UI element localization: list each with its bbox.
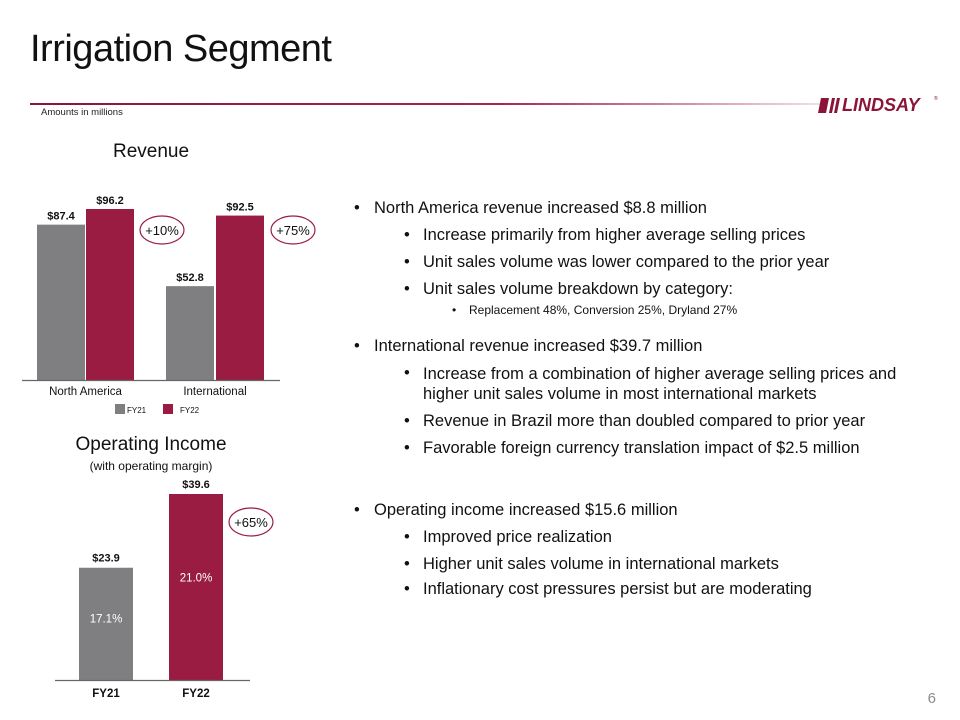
bullet-text: Increase from a combination of higher av…	[423, 365, 897, 403]
bullet-text: Higher unit sales volume in internationa…	[423, 555, 779, 573]
legend-label-fy21: FY21	[127, 406, 147, 415]
revenue-bar-value-label: $96.2	[96, 195, 124, 207]
legend-label-fy22: FY22	[180, 406, 200, 415]
revenue-bar-fy21-international	[166, 286, 214, 380]
lindsay-logo: LINDSAY ®	[818, 95, 940, 115]
operating-income-chart-subtitle: (with operating margin)	[89, 459, 213, 473]
bullet-dot-icon: •	[404, 555, 410, 573]
revenue-bar-fy21-north-america	[37, 224, 85, 380]
bullet-dot-icon: •	[452, 303, 457, 317]
revenue-category-label: International	[183, 386, 246, 398]
operating-income-value-label: $23.9	[92, 553, 120, 565]
operating-income-chart-title: Operating Income	[75, 434, 227, 455]
revenue-growth-label: +10%	[145, 223, 179, 238]
bullet-dot-icon: •	[404, 364, 410, 382]
legend-swatch-fy22	[163, 404, 173, 414]
operating-margin-label: 21.0%	[180, 573, 213, 585]
revenue-bar-fy22-international	[216, 215, 264, 380]
bullet-text: Revenue in Brazil more than doubled comp…	[423, 412, 866, 430]
revenue-category-label: North America	[49, 386, 122, 398]
revenue-growth-label: +75%	[276, 223, 310, 238]
revenue-bar-value-label: $87.4	[47, 211, 75, 223]
bullet-dot-icon: •	[404, 439, 410, 457]
revenue-bar-value-label: $92.5	[226, 202, 254, 214]
bullet-dot-icon: •	[404, 528, 410, 546]
operating-income-category-label: FY22	[182, 688, 210, 700]
logo-mark-icon	[818, 98, 840, 113]
operating-income-growth-label: +65%	[234, 515, 268, 530]
bullet-dot-icon: •	[354, 337, 360, 355]
page-number: 6	[927, 690, 936, 707]
bullet-text: Increase primarily from higher average s…	[423, 226, 806, 244]
bullet-text: Inflationary cost pressures persist but …	[423, 580, 812, 598]
operating-income-bar-fy22	[169, 494, 223, 680]
bullet-dot-icon: •	[404, 226, 410, 244]
legend-swatch-fy21	[115, 404, 125, 414]
bullet-dot-icon: •	[404, 280, 410, 298]
operating-income-value-label: $39.6	[182, 479, 210, 491]
bullet-dot-icon: •	[404, 580, 410, 598]
operating-income-bar-fy21	[79, 567, 133, 680]
bullet-text: Favorable foreign currency translation i…	[423, 439, 860, 457]
revenue-chart-title: Revenue	[112, 141, 190, 162]
logo-wordmark: LINDSAY	[842, 95, 920, 115]
bullet-text: Improved price realization	[423, 528, 612, 546]
revenue-bar-value-label: $52.8	[176, 272, 204, 284]
bullet-text: Unit sales volume was lower compared to …	[423, 253, 830, 271]
operating-income-category-label: FY21	[92, 688, 120, 700]
bullet-dot-icon: •	[404, 412, 410, 430]
bullet-dot-icon: •	[354, 199, 360, 217]
revenue-growth-oval	[139, 215, 185, 245]
bullet-text: Unit sales volume breakdown by category:	[423, 280, 733, 298]
operating-income-growth-oval	[228, 507, 274, 537]
bullet-text: Operating income increased $15.6 million	[374, 501, 678, 519]
bullet-text: North America revenue increased $8.8 mil…	[374, 199, 707, 217]
bullet-dot-icon: •	[404, 253, 410, 271]
logo-trademark: ®	[934, 96, 938, 102]
bullet-text: International revenue increased $39.7 mi…	[374, 337, 703, 355]
revenue-growth-oval	[270, 215, 316, 245]
operating-margin-label: 17.1%	[90, 613, 123, 625]
bullet-dot-icon: •	[354, 501, 360, 519]
revenue-bar-fy22-north-america	[86, 209, 134, 380]
bullet-text: Replacement 48%, Conversion 25%, Dryland…	[469, 303, 738, 317]
amounts-note: Amounts in millions	[41, 107, 123, 118]
header-divider	[30, 103, 820, 105]
slide-title: Irrigation Segment	[30, 28, 332, 70]
